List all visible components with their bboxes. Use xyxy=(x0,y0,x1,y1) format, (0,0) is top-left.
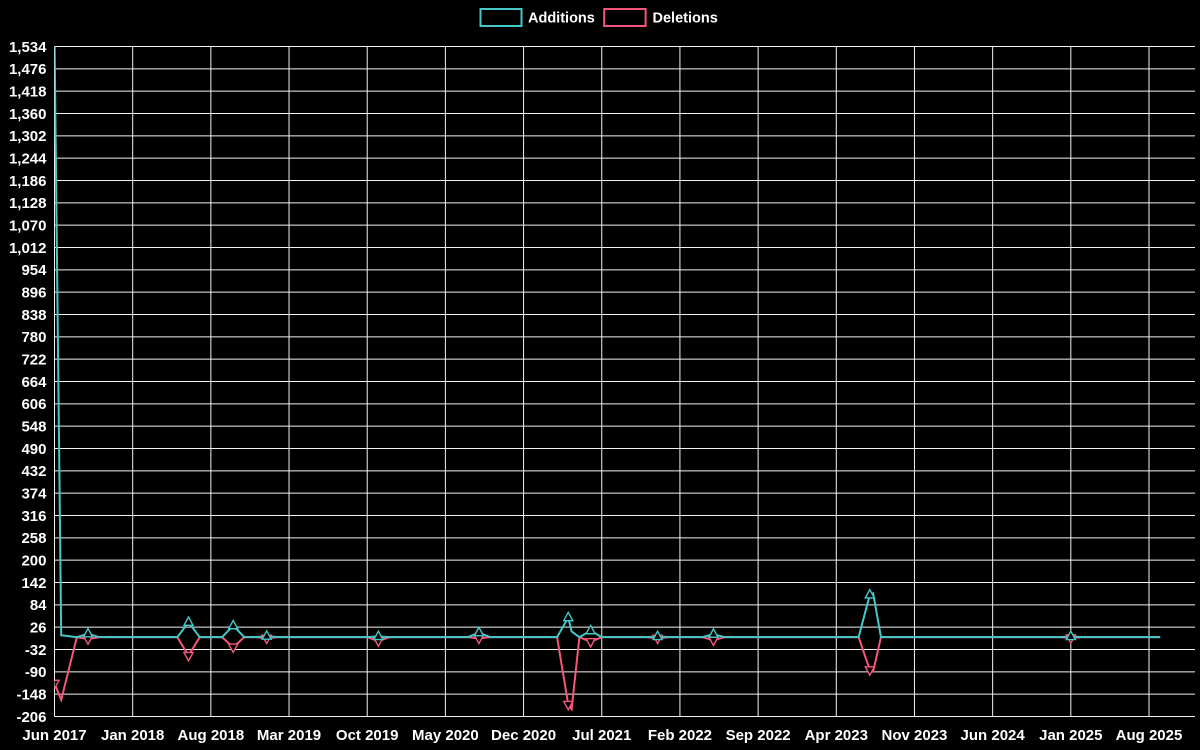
svg-text:1,186: 1,186 xyxy=(9,173,47,190)
svg-text:Nov 2023: Nov 2023 xyxy=(882,727,948,744)
svg-text:432: 432 xyxy=(21,463,46,480)
svg-text:Sep 2022: Sep 2022 xyxy=(726,727,791,744)
svg-text:490: 490 xyxy=(21,441,46,458)
svg-text:780: 780 xyxy=(21,329,46,346)
svg-text:Jan 2018: Jan 2018 xyxy=(101,727,164,744)
svg-text:1,302: 1,302 xyxy=(9,128,47,145)
svg-text:Oct 2019: Oct 2019 xyxy=(336,727,399,744)
svg-text:722: 722 xyxy=(21,351,46,368)
svg-text:Mar 2019: Mar 2019 xyxy=(257,727,321,744)
svg-text:954: 954 xyxy=(21,262,47,279)
svg-text:-206: -206 xyxy=(16,709,46,726)
svg-text:142: 142 xyxy=(21,575,46,592)
svg-text:838: 838 xyxy=(21,307,46,324)
svg-text:Deletions: Deletions xyxy=(653,11,718,27)
svg-text:664: 664 xyxy=(21,374,47,391)
svg-text:374: 374 xyxy=(21,485,47,502)
svg-text:1,128: 1,128 xyxy=(9,195,47,212)
svg-text:-90: -90 xyxy=(25,664,47,681)
svg-text:Feb 2022: Feb 2022 xyxy=(648,727,712,744)
svg-text:896: 896 xyxy=(21,284,46,301)
svg-text:606: 606 xyxy=(21,396,46,413)
svg-text:Apr 2023: Apr 2023 xyxy=(805,727,868,744)
svg-text:1,476: 1,476 xyxy=(9,61,47,78)
svg-text:548: 548 xyxy=(21,418,46,435)
svg-text:Aug 2018: Aug 2018 xyxy=(178,727,245,744)
svg-text:258: 258 xyxy=(21,530,46,547)
svg-text:Jun 2024: Jun 2024 xyxy=(961,727,1026,744)
svg-text:200: 200 xyxy=(21,552,46,569)
svg-text:Aug 2025: Aug 2025 xyxy=(1116,727,1183,744)
svg-text:Jul 2021: Jul 2021 xyxy=(572,727,631,744)
svg-text:1,418: 1,418 xyxy=(9,83,47,100)
svg-text:May 2020: May 2020 xyxy=(412,727,479,744)
svg-text:1,070: 1,070 xyxy=(9,217,47,234)
svg-text:Jan 2025: Jan 2025 xyxy=(1039,727,1102,744)
svg-text:1,244: 1,244 xyxy=(9,150,47,167)
svg-text:-148: -148 xyxy=(16,686,46,703)
svg-text:1,360: 1,360 xyxy=(9,106,47,123)
svg-text:Dec 2020: Dec 2020 xyxy=(491,727,556,744)
svg-text:316: 316 xyxy=(21,508,46,525)
svg-text:26: 26 xyxy=(30,619,47,636)
svg-text:Additions: Additions xyxy=(528,11,595,27)
svg-text:Jun 2017: Jun 2017 xyxy=(22,727,86,744)
svg-text:1,534: 1,534 xyxy=(9,39,47,56)
svg-text:1,012: 1,012 xyxy=(9,240,47,257)
svg-text:84: 84 xyxy=(30,597,47,614)
svg-text:-32: -32 xyxy=(25,642,47,659)
